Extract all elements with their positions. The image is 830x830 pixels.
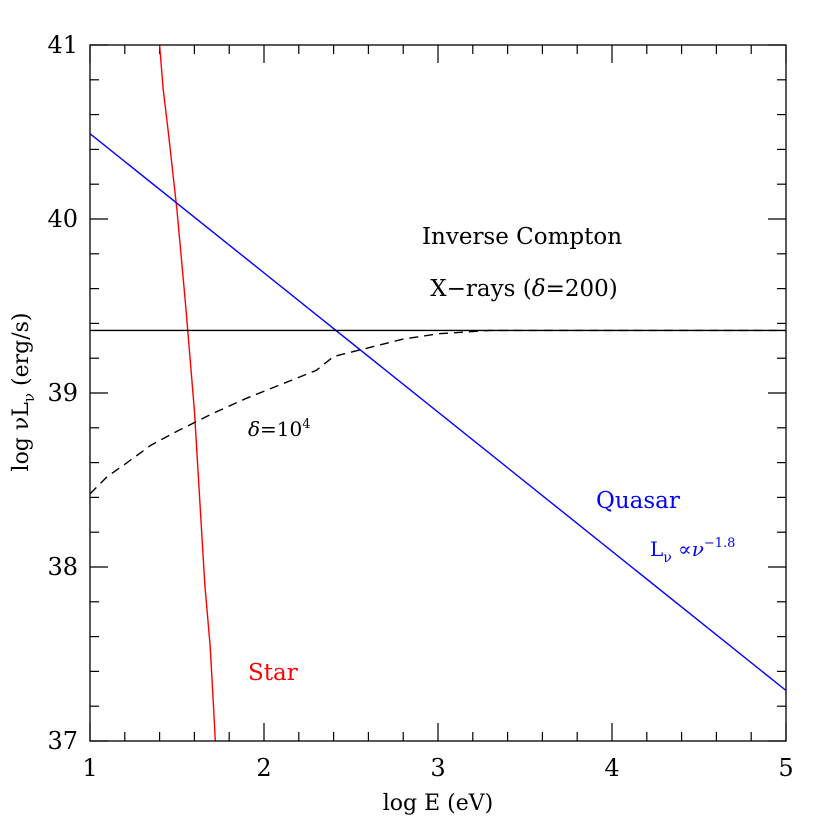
tick-labels: 1 2 3 4 5 37 38 39 40 41 bbox=[47, 31, 793, 782]
star-curve bbox=[158, 44, 216, 742]
x-axis-title: log E (eV) bbox=[383, 791, 493, 816]
ic-delta1e4-dashed-curve bbox=[89, 329, 786, 495]
quasar-label: Quasar bbox=[596, 488, 680, 514]
x-tick-label: 2 bbox=[256, 754, 271, 782]
y-tick-label: 40 bbox=[47, 205, 78, 233]
y-axis-title: log νLν (erg/s) bbox=[9, 313, 38, 472]
y-tick-label: 38 bbox=[47, 553, 78, 581]
dashed-series-label: δ=104 bbox=[248, 417, 311, 441]
y-tick-label: 39 bbox=[47, 379, 78, 407]
y-tick-label: 41 bbox=[47, 31, 78, 59]
quasar-law-label: Lν ∝ν−1.8 bbox=[650, 536, 735, 566]
ticks bbox=[89, 44, 787, 742]
plot-frame bbox=[89, 44, 787, 742]
ic-label-line1: Inverse Compton bbox=[422, 224, 622, 250]
ic-label-line2: X−rays (δ=200) bbox=[430, 276, 617, 302]
star-label: Star bbox=[248, 660, 298, 686]
quasar-line bbox=[89, 133, 787, 692]
series bbox=[89, 44, 787, 742]
x-tick-label: 5 bbox=[778, 754, 793, 782]
y-tick-label: 37 bbox=[47, 727, 78, 755]
x-tick-label: 3 bbox=[430, 754, 445, 782]
x-tick-label: 4 bbox=[604, 754, 619, 782]
x-tick-label: 1 bbox=[82, 754, 97, 782]
